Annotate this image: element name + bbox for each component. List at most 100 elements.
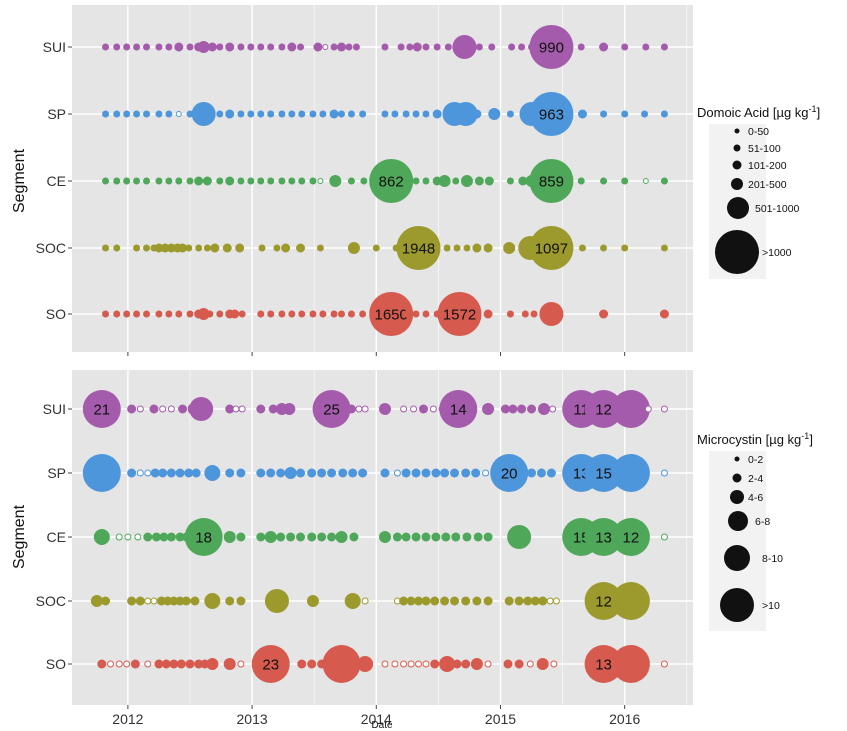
bubble-so [130, 659, 140, 669]
bubble-soc [204, 593, 221, 609]
bubble-value-label: 12 [595, 594, 612, 611]
bubble-ce [452, 177, 460, 185]
domoic-acid-legend: Domoic Acid [µg kg-1] 0-50 51-100 101-200 2… [697, 104, 820, 279]
legend-key-circle [730, 490, 744, 504]
bubble-so [369, 292, 414, 336]
bubble-ce [184, 518, 223, 556]
bubble-so [154, 659, 164, 669]
bubble-soc [154, 243, 164, 253]
bubble-so [422, 660, 430, 668]
bubble-sp [184, 468, 194, 478]
bubble-so [230, 309, 240, 319]
bubble-sp [338, 468, 348, 478]
bubble-sp [150, 468, 160, 478]
bubble-ce [93, 529, 110, 545]
bubble-soc [178, 243, 188, 253]
bubble-so [415, 660, 423, 668]
domoic-acid-legend-title: Domoic Acid [µg kg-1] [697, 104, 820, 120]
bubble-sp [284, 467, 297, 479]
bubble-sp [296, 468, 306, 478]
bubble-sp [186, 110, 194, 118]
bubble-ce [431, 532, 441, 542]
bubble-sui [475, 43, 483, 51]
bubble-so [185, 659, 195, 669]
bubble-ce [335, 531, 348, 543]
bubble-so [161, 659, 171, 669]
bubble-soc [414, 596, 424, 606]
bubble-sui [256, 404, 266, 414]
bubble-ce [202, 176, 212, 186]
bubble-ce [518, 176, 528, 186]
bubble-sui [167, 405, 175, 413]
bubble-ce [264, 531, 277, 543]
bubble-so [422, 310, 430, 318]
bubble-ce [349, 532, 359, 542]
bubble-soc [529, 226, 574, 270]
bubble-sp [247, 110, 255, 118]
series-ce: 18 15 13 12 [93, 518, 668, 556]
bubble-ce [360, 177, 368, 185]
bubble-sui [518, 43, 526, 51]
bubble-ce [267, 177, 275, 185]
microcystin-legend: Microcystin [µg kg-1] 0-2 2-4 4-6 6-8 8-10 >1… [697, 431, 813, 631]
bubble-ce [577, 177, 585, 185]
bubble-sp [327, 468, 337, 478]
bubble-sp [401, 468, 411, 478]
bubble-sui [113, 43, 121, 51]
x-axis-title: Date [371, 720, 393, 731]
bubble-ce [236, 532, 246, 542]
bubble-soc [440, 596, 450, 606]
bubble-sp [338, 110, 346, 118]
bubble-sp [432, 109, 442, 119]
bubble-soc [160, 243, 170, 253]
bubble-so [430, 659, 440, 669]
bubble-so [278, 310, 286, 318]
bubble-sp [472, 109, 482, 119]
bubble-so [402, 310, 410, 318]
bubble-soc [523, 596, 533, 606]
bubble-sp [278, 110, 286, 118]
bubble-sp [256, 468, 266, 478]
bubble-sui [133, 43, 141, 51]
bubble-so [102, 310, 110, 318]
bubble-ce [151, 532, 161, 542]
bubble-sui [584, 390, 623, 428]
bubble-sui [660, 43, 668, 51]
legend-key-label: 6-8 [755, 516, 770, 528]
bubble-so [165, 310, 173, 318]
bubble-ce [378, 531, 391, 543]
bubble-sui [346, 404, 356, 414]
bubble-sui [149, 404, 159, 414]
bubble-sui [508, 43, 516, 51]
bubble-so [381, 660, 389, 668]
bubble-sp [546, 468, 556, 478]
bubble-ce [403, 177, 411, 185]
bubble-sui [444, 43, 452, 51]
bubble-soc [127, 596, 137, 606]
bubble-sui [237, 43, 245, 51]
bubble-ce [441, 532, 451, 542]
bubble-value-label: 20 [501, 466, 518, 483]
bubble-ce [143, 532, 153, 542]
bubble-soc [483, 596, 493, 606]
bubble-soc [504, 596, 514, 606]
bubble-value-label: 963 [539, 107, 564, 124]
bubble-soc [396, 226, 441, 270]
bubble-soc [660, 244, 668, 252]
bubble-so [660, 660, 668, 668]
bubble-sui [127, 404, 137, 414]
bubble-so [133, 310, 141, 318]
bubble-so [599, 309, 609, 319]
bubble-sp [123, 110, 131, 118]
bubble-soc [113, 244, 121, 252]
domoic-acid-legend-items: 0-50 51-100 101-200 201-500 501-1000 >1000 [715, 126, 800, 274]
bubble-so [461, 659, 471, 669]
bubble-so [470, 658, 483, 670]
bubble-sp [421, 468, 431, 478]
bubble-soc [156, 596, 166, 606]
bubble-ce [584, 518, 623, 556]
bubble-ce [256, 532, 266, 542]
bubble-ce [143, 177, 151, 185]
bubble-ce [307, 532, 317, 542]
bubble-sp [133, 110, 141, 118]
